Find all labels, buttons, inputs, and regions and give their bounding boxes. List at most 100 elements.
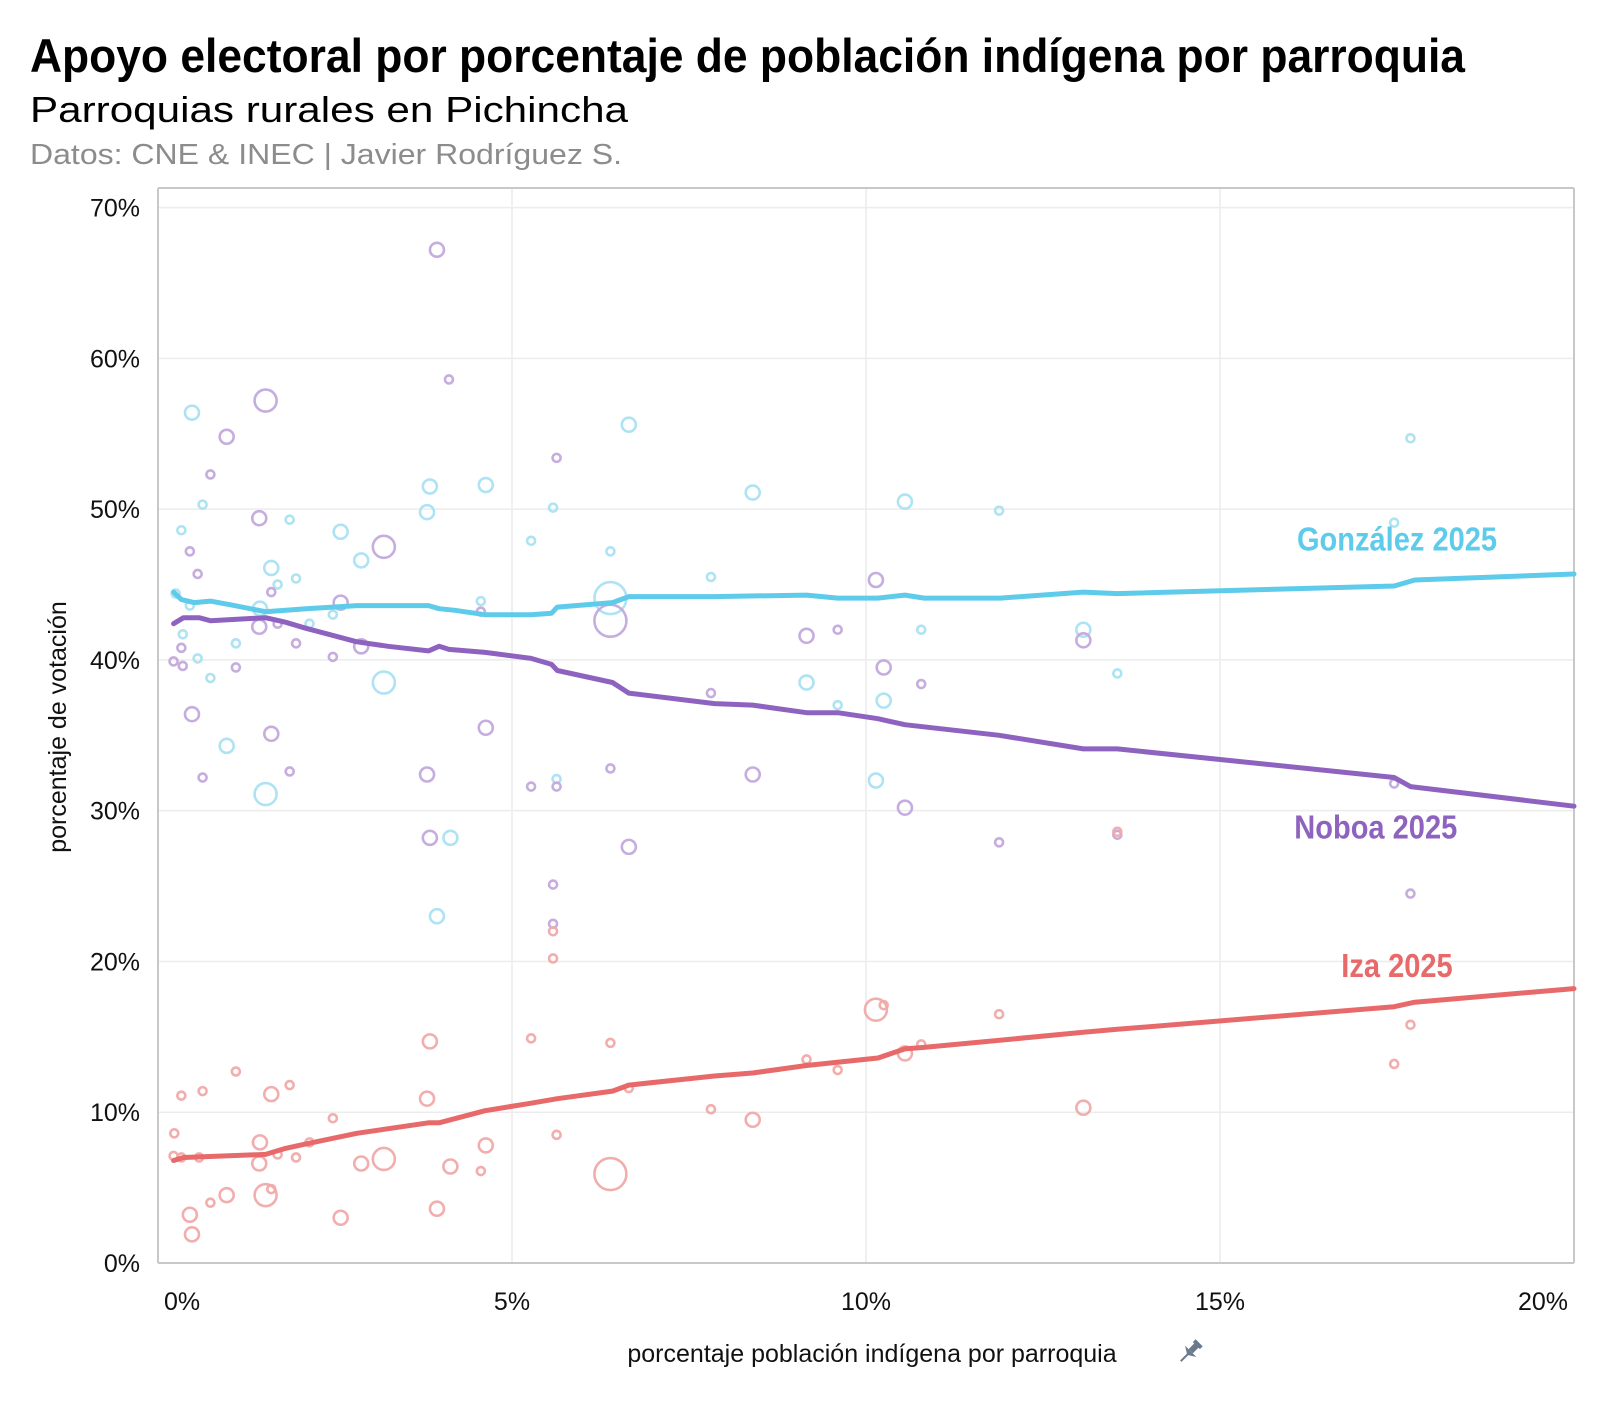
noboa-point (477, 719, 495, 737)
iza-point (1405, 1019, 1416, 1031)
iza-point (253, 1182, 278, 1208)
noboa-point (192, 568, 203, 580)
gonzalez-point (442, 829, 459, 847)
noboa-point (250, 618, 268, 636)
iza-point (428, 1200, 446, 1218)
iza-point (475, 1165, 487, 1177)
iza-point (993, 1008, 1005, 1020)
gonzalez-point (475, 595, 487, 607)
iza-point (371, 1146, 397, 1172)
noboa-point (744, 766, 762, 783)
noboa-point (875, 659, 893, 676)
gonzalez-point (875, 692, 893, 709)
iza-point (205, 1197, 216, 1208)
gridlines (158, 188, 1574, 1263)
noboa-point (993, 837, 1005, 848)
y-tick-label: 40% (90, 647, 140, 675)
noboa-point (284, 766, 295, 777)
y-axis-title: porcentaje de votación (44, 601, 72, 853)
iza-point (1388, 1058, 1400, 1070)
noboa-point (184, 546, 196, 557)
y-tick-label: 10% (90, 1099, 140, 1127)
iza-point (332, 1209, 349, 1227)
gonzalez-point (218, 737, 235, 755)
iza-point (593, 1156, 628, 1192)
pushpin-icon[interactable] (1175, 1337, 1205, 1367)
x-axis-title: porcentaje población indígena por parroq… (627, 1340, 1116, 1368)
iza-point (284, 1079, 295, 1091)
gonzalez-point (192, 653, 203, 664)
gonzalez-point (744, 484, 762, 501)
noboa-point (551, 452, 562, 464)
noboa-point (183, 705, 201, 723)
gonzalez-point (547, 502, 559, 513)
gonzalez-point (176, 524, 187, 536)
noboa-point (253, 388, 278, 413)
iza-point (605, 1037, 616, 1049)
noboa-point (230, 662, 242, 673)
y-tick-label: 50% (90, 496, 140, 524)
iza-point (863, 997, 889, 1023)
x-axis-ticks: 0% 5% 10% 15% 20% (164, 1288, 1568, 1316)
gonzalez-point (993, 505, 1005, 516)
gonzalez-point (284, 514, 295, 525)
noboa-point (176, 642, 187, 654)
gonzalez-point (832, 699, 843, 711)
iza-series-label: Iza 2025 (1341, 947, 1452, 984)
y-tick-label: 20% (90, 948, 140, 976)
noboa-point (262, 725, 280, 743)
gonzalez-point (230, 638, 242, 649)
noboa-point (443, 374, 455, 385)
gonzalez-trend-line (171, 571, 1577, 618)
noboa-point (418, 766, 436, 783)
iza-point (262, 1085, 280, 1103)
x-tick-label: 15% (1195, 1288, 1245, 1316)
y-tick-label: 0% (104, 1250, 140, 1278)
gonzalez-point (327, 609, 339, 620)
iza-point (230, 1066, 242, 1077)
y-tick-label: 30% (90, 798, 140, 826)
iza-point (421, 1033, 439, 1050)
series-labels: González 2025 Noboa 2025 Iza 2025 (1294, 521, 1497, 985)
iza-point (265, 1183, 277, 1195)
gonzalez-point (183, 404, 201, 421)
gonzalez-point (477, 476, 495, 494)
noboa-point (867, 571, 885, 589)
y-axis-ticks: 0% 10% 20% 30% 40% 50% 60% 70% (90, 195, 140, 1278)
chart-title: Apoyo electoral por porcentaje de poblac… (30, 29, 1466, 82)
noboa-point (832, 624, 843, 636)
iza-point (197, 1085, 208, 1097)
iza-point (1075, 1099, 1092, 1117)
y-tick-label: 60% (90, 345, 140, 373)
iza-point (1112, 826, 1123, 838)
iza-point (418, 1090, 436, 1107)
gonzalez-point (352, 552, 370, 569)
noboa-point (605, 763, 616, 774)
gonzalez-point (262, 559, 280, 577)
noboa-point (352, 638, 370, 655)
noboa-point (205, 469, 216, 480)
gonzalez-point (272, 579, 283, 590)
iza-point (442, 1158, 459, 1175)
iza-point (832, 1064, 843, 1076)
iza-point (251, 1134, 269, 1151)
gonzalez-point (705, 571, 717, 583)
gonzalez-series-label: González 2025 (1297, 521, 1497, 558)
noboa-point (705, 687, 717, 699)
gonzalez-point (1405, 432, 1416, 444)
noboa-point (332, 594, 349, 611)
noboa-point (525, 781, 537, 792)
iza-point (218, 1186, 235, 1204)
gonzalez-point (418, 503, 436, 521)
noboa-point (177, 660, 189, 672)
noboa-trend-line (171, 615, 1577, 809)
iza-point (250, 1155, 268, 1172)
noboa-point (168, 656, 179, 667)
noboa-point (547, 879, 559, 890)
iza-point (176, 1090, 187, 1101)
iza-point (327, 1112, 339, 1124)
plot-frame (157, 187, 1575, 1264)
x-tick-label: 20% (1518, 1288, 1568, 1316)
noboa-point (218, 428, 235, 446)
